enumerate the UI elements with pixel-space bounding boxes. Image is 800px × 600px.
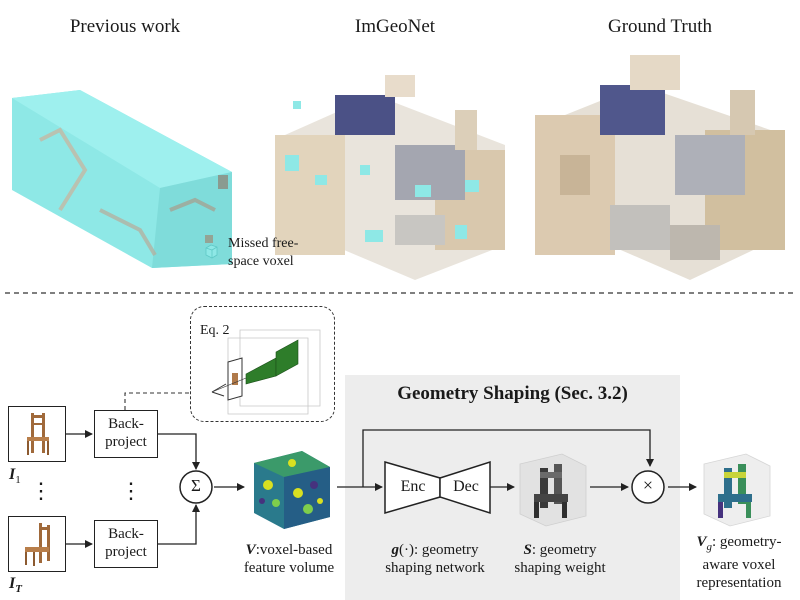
missed-voxel-legend-line1: Missed free- [228,236,299,251]
backproject-box-last-line1: Back- [108,526,144,542]
backproject-box-first-line2: project [105,434,147,450]
geometry-aware-voxel-label-line3: representation [696,575,782,591]
input-label-last-sub: T [15,583,22,596]
backproject-box-first-line1: Back- [108,416,144,432]
eq2-label: Eq. 2 [200,323,230,338]
input-label-last-letter: I [9,575,16,592]
imgeonet-reconstruction-image [275,75,505,280]
inputs-ellipsis: ⋮ [30,478,52,503]
input-image-last [8,516,66,572]
missed-voxel-legend-icon [205,244,218,259]
backproject-box-first: Back- project [94,410,158,458]
chair-image-last [25,523,50,566]
missed-voxel-legend-line2: space voxel [228,254,294,269]
geometry-aware-voxel-label-sub: g [706,541,712,553]
sum-symbol: Σ [191,476,201,495]
shaping-network-label: g(·): geometry shaping network [370,541,500,577]
shaping-network-label-symbol: g [391,542,399,558]
feature-volume-label-text: :voxel-based [255,542,333,558]
backproject-box-last-line2: project [105,544,147,560]
geometry-aware-voxel-label-symbol: V [696,534,707,550]
backproject-ellipsis: ⋮ [120,478,142,503]
eq2-callout-box [190,306,335,422]
title-previous-work: Previous work [69,16,181,37]
section-separator [5,292,795,294]
input-label-first: I1 [9,466,21,486]
shaping-network-label-line2: shaping network [385,560,485,576]
eq2-ray-illustration [211,329,321,415]
shaping-network-label-text: (·): geometry [398,542,479,558]
title-ground-truth: Ground Truth [608,16,712,37]
geometry-aware-voxel-label: Vg: geometry- aware voxel representation [680,533,798,592]
feature-volume-label: V:voxel-based feature volume [234,541,344,577]
shaping-weight-label-text: : geometry [531,542,597,558]
feature-volume-label-symbol: V [245,542,256,558]
times-symbol: × [642,475,654,495]
shaping-weight-label-line2: shaping weight [514,560,606,576]
title-imgeonet: ImGeoNet [354,16,436,37]
decoder-label: Dec [453,478,479,495]
geometry-aware-voxel-cube-image [703,453,771,527]
shaping-weight-label: S: geometry shaping weight [498,541,622,577]
backproject-box-last: Back- project [94,520,158,568]
input-label-first-sub: 1 [15,474,21,487]
shaping-weight-cube-image [519,453,587,527]
input-image-first [8,406,66,462]
feature-volume-cube-image [254,451,330,529]
chair-image-first [27,413,49,455]
input-label-first-letter: I [9,466,16,483]
previous-work-cube-image [12,90,232,268]
geometry-aware-voxel-label-line2: aware voxel [702,557,776,573]
geometry-aware-voxel-label-text: : geometry- [711,534,782,550]
ground-truth-reconstruction-image [535,55,785,280]
feature-volume-label-line2: feature volume [243,560,335,576]
input-label-last: IT [9,575,22,595]
geometry-shaping-title: Geometry Shaping (Sec. 3.2) [397,383,628,404]
encoder-label: Enc [400,478,426,495]
shaping-weight-label-symbol: S [523,542,532,558]
